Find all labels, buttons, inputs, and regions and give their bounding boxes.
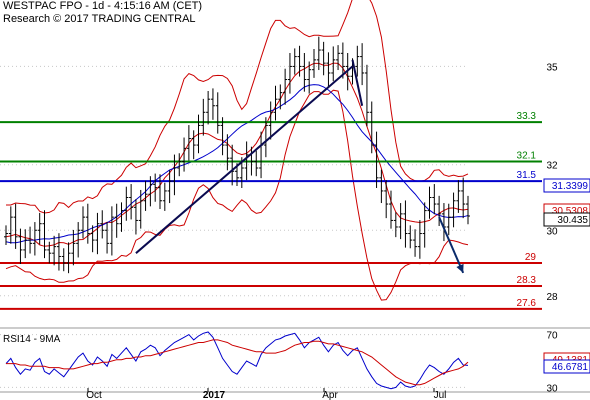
y-tick-label: 30 — [546, 226, 558, 237]
price-tag-label: 30.5308 — [552, 206, 589, 217]
x-tick-label: Oct — [86, 390, 102, 400]
x-tick-label: Jul — [434, 390, 447, 400]
uptrend-line — [135, 65, 354, 254]
lower-band-line — [5, 89, 469, 301]
price-tag-label: 30.435 — [557, 215, 588, 226]
chart-title: WESTPAC FPO - 1d - 4:15:16 AM (CET) — [3, 0, 203, 12]
x-tick-label: Apr — [322, 390, 338, 400]
forecast-arrow-shaft — [438, 216, 465, 274]
upper-band-line — [6, 0, 469, 214]
trendline-segment — [351, 59, 364, 106]
level-label: 28.3 — [517, 275, 537, 286]
rsi-y-tick-label: 70 — [546, 331, 558, 342]
price-tag-label: 31.3399 — [552, 181, 589, 192]
rsi-value-label: 46.6781 — [552, 362, 589, 373]
rsi-ma-line — [6, 339, 469, 386]
level-label: 27.6 — [517, 298, 537, 309]
level-label: 29 — [525, 252, 537, 263]
rsi-line — [5, 331, 469, 390]
rsi-y-tick-label: 30 — [546, 383, 558, 394]
rsi-panel-title: RSI14 - 9MA — [3, 334, 61, 345]
x-tick-label: 2017 — [203, 390, 226, 400]
level-label: 32.1 — [517, 150, 537, 161]
y-tick-label: 35 — [546, 62, 558, 73]
y-tick-label: 28 — [546, 292, 558, 303]
forecast-arrow-head — [456, 263, 464, 273]
rsi-value-tag — [543, 359, 590, 374]
y-tick-label: 32 — [546, 161, 558, 172]
level-label: 31.5 — [517, 170, 537, 181]
chart-copyright: Research © 2017 TRADING CENTRAL — [3, 13, 196, 25]
price-tag — [543, 178, 590, 193]
price-tag — [543, 212, 590, 227]
level-label: 33.3 — [517, 111, 537, 122]
